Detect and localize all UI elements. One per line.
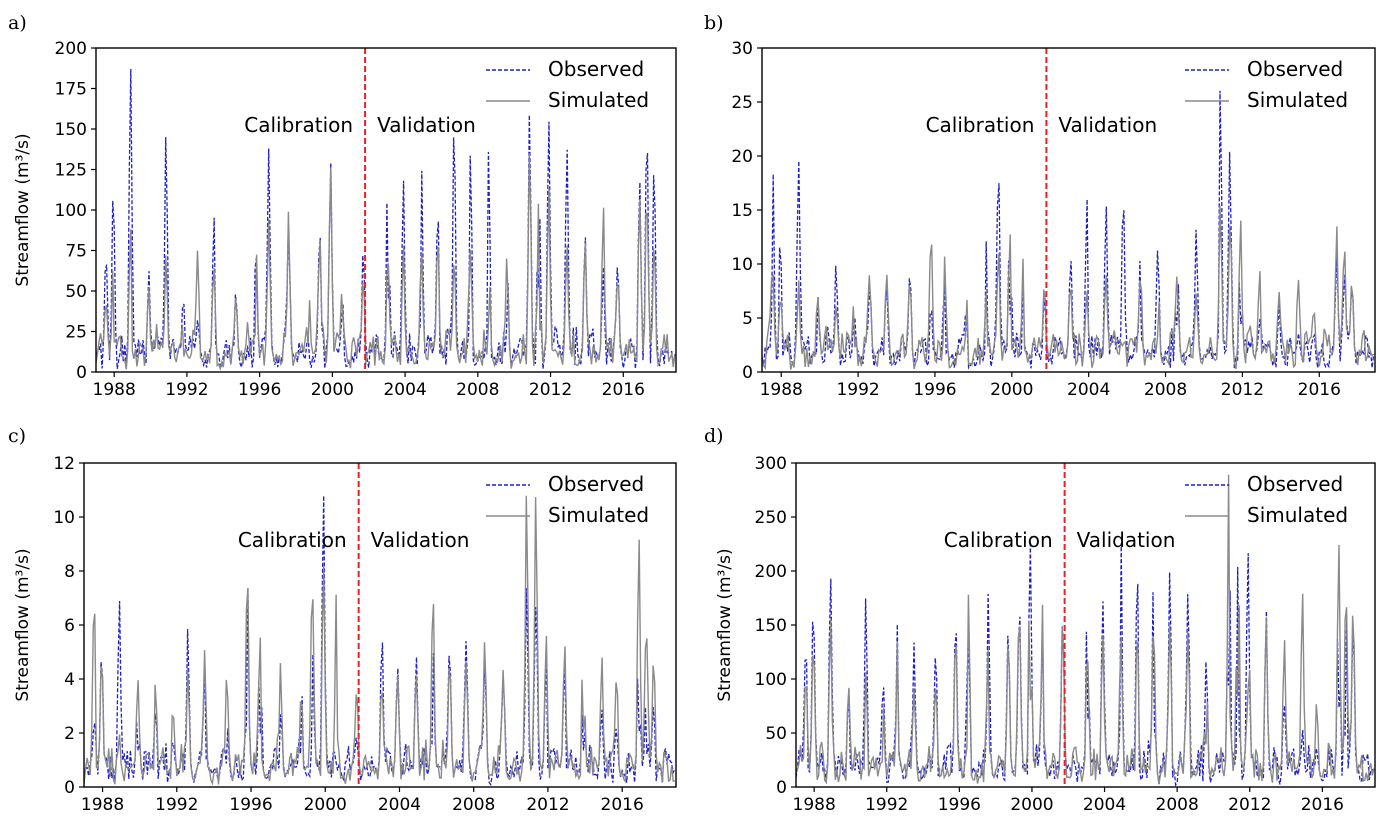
y-tick-label: 5	[742, 309, 753, 329]
x-tick-label: 2016	[602, 380, 645, 400]
x-tick-label: 2012	[529, 380, 572, 400]
x-tick-label: 1992	[836, 380, 879, 400]
y-tick-label: 50	[765, 724, 787, 744]
y-tick-label: 125	[55, 161, 87, 181]
chart-panel-c: 0 2 4 6 8 10 12 1988 1992 1996 2000 2004 2008 2012 201…	[13, 454, 677, 815]
x-tick-label: 2008	[1144, 380, 1187, 400]
y-tick-label: 10	[53, 508, 75, 528]
y-tick-label: 50	[65, 282, 87, 302]
legend-label-simulated: Simulated	[548, 88, 649, 112]
x-tick-label: 1988	[81, 795, 124, 815]
chart-panel-d: 0 50 100 150 200 250 300 1988 1992 1996 2000 2004 20…	[715, 454, 1376, 815]
validation-label: Validation	[377, 113, 476, 137]
y-tick-label: 8	[64, 562, 75, 582]
x-tick-label: 1996	[913, 380, 956, 400]
panel-label-d: d)	[704, 425, 724, 447]
y-tick-label: 20	[731, 147, 753, 167]
x-tick-label: 2016	[1298, 380, 1341, 400]
panel-label-c: c)	[8, 425, 27, 447]
legend-label-observed: Observed	[1247, 57, 1343, 81]
x-tick-label: 2004	[1067, 380, 1110, 400]
y-tick-label: 200	[755, 562, 787, 582]
x-tick-label: 2008	[1156, 795, 1199, 815]
x-tick-label: 2000	[311, 380, 354, 400]
y-tick-label: 12	[53, 454, 75, 474]
x-tick-label: 2004	[378, 795, 421, 815]
x-tick-label: 1992	[165, 380, 208, 400]
y-tick-label: 0	[742, 363, 753, 383]
x-tick-label: 2004	[1083, 795, 1126, 815]
x-tick-label: 2012	[526, 795, 569, 815]
y-tick-label: 25	[65, 323, 87, 343]
x-tick-label: 1996	[229, 795, 272, 815]
series-line-simulated	[762, 206, 1375, 371]
y-axis-label: Streamflow (m³/s)	[715, 548, 735, 701]
legend-label-observed: Observed	[1247, 472, 1343, 496]
y-tick-label: 15	[731, 201, 753, 221]
validation-label: Validation	[1058, 113, 1157, 137]
validation-label: Validation	[1077, 528, 1176, 552]
x-tick-label: 1992	[155, 795, 198, 815]
x-tick-label: 1992	[865, 795, 908, 815]
x-tick-label: 1988	[93, 380, 136, 400]
y-tick-label: 0	[64, 778, 75, 798]
y-tick-label: 25	[731, 93, 753, 113]
calibration-label: Calibration	[944, 528, 1053, 552]
x-tick-label: 2000	[990, 380, 1033, 400]
calibration-label: Calibration	[926, 113, 1035, 137]
y-tick-label: 75	[65, 242, 87, 262]
x-tick-label: 2016	[601, 795, 644, 815]
panel-label-b: b)	[704, 12, 724, 34]
x-tick-label: 2000	[1010, 795, 1053, 815]
x-tick-label: 2012	[1228, 795, 1271, 815]
y-tick-label: 250	[755, 508, 787, 528]
x-tick-label: 2016	[1301, 795, 1344, 815]
y-tick-label: 6	[64, 616, 75, 636]
y-tick-label: 30	[731, 39, 753, 59]
x-tick-label: 2008	[456, 380, 499, 400]
x-tick-label: 1996	[238, 380, 281, 400]
y-tick-label: 4	[64, 670, 75, 690]
y-tick-label: 175	[55, 80, 87, 100]
series-line-simulated	[96, 153, 676, 372]
legend-label-simulated: Simulated	[1247, 503, 1348, 527]
y-axis-label: Streamflow (m³/s)	[13, 548, 33, 701]
legend-label-observed: Observed	[548, 472, 644, 496]
series-line-simulated	[84, 495, 675, 786]
calibration-label: Calibration	[244, 113, 353, 137]
series-line-simulated	[796, 474, 1375, 785]
y-tick-label: 150	[55, 120, 87, 140]
y-axis-label: Streamflow (m³/s)	[13, 133, 33, 286]
y-tick-label: 2	[64, 724, 75, 744]
y-tick-label: 100	[755, 670, 787, 690]
y-tick-label: 100	[55, 201, 87, 221]
y-tick-label: 0	[776, 778, 787, 798]
chart-panel-b: 0 5 10 15 20 25 30 1988 1992 1996 2000 2004 2008 2012…	[731, 39, 1376, 400]
x-tick-label: 1988	[793, 795, 836, 815]
legend-label-observed: Observed	[548, 57, 644, 81]
series-line-observed	[796, 543, 1375, 787]
x-tick-label: 1988	[760, 380, 803, 400]
x-tick-label: 1996	[938, 795, 981, 815]
chart-panel-a: 0 25 50 75 100 125 150 175 200 1988 1992 1996 2000 20…	[13, 39, 677, 400]
x-tick-label: 2000	[304, 795, 347, 815]
y-tick-label: 300	[755, 454, 787, 474]
calibration-label: Calibration	[238, 528, 347, 552]
y-tick-label: 200	[55, 39, 87, 59]
y-tick-label: 0	[76, 363, 87, 383]
y-tick-label: 10	[731, 255, 753, 275]
legend-label-simulated: Simulated	[1247, 88, 1348, 112]
legend-label-simulated: Simulated	[548, 503, 649, 527]
y-tick-label: 150	[755, 616, 787, 636]
panel-label-a: a)	[8, 12, 27, 34]
x-tick-label: 2004	[383, 380, 426, 400]
validation-label: Validation	[371, 528, 470, 552]
x-tick-label: 2008	[452, 795, 495, 815]
x-tick-label: 2012	[1221, 380, 1264, 400]
